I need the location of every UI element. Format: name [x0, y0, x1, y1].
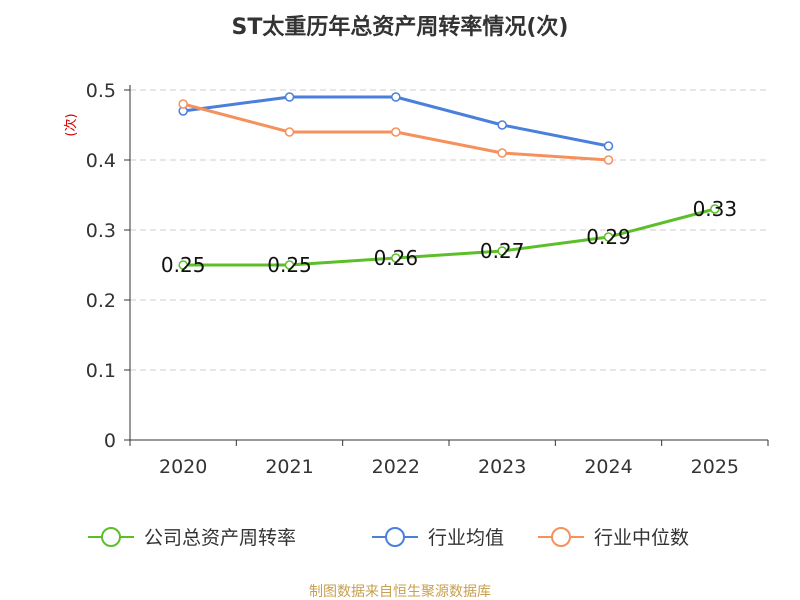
- data-label-2024: 0.29: [586, 225, 631, 249]
- point-0-2024: [603, 232, 614, 242]
- x-tick-label-2025: 2025: [691, 456, 739, 478]
- point-0-2020: [178, 260, 188, 270]
- y-tick-label-1: 0.1: [86, 360, 116, 382]
- point-2-2023: [497, 148, 507, 158]
- legend-label-1: 行业均值: [428, 527, 504, 549]
- data-label-2020: 0.25: [161, 253, 206, 277]
- y-tick-label-0: 0: [104, 430, 116, 452]
- y-tick-label-3: 0.3: [86, 220, 116, 242]
- point-2-2024: [603, 155, 614, 165]
- x-axis-ticks: 2020 2021 2022 2023 2024 2025: [129, 440, 769, 478]
- data-label-2021: 0.25: [267, 253, 312, 277]
- series-line-0: [181, 207, 717, 267]
- point-2-2022: [391, 127, 401, 137]
- legend[interactable]: 公司总资产周转率 行业均值 行业中位数: [88, 527, 689, 549]
- grid-lines: [130, 89, 768, 371]
- x-tick-label-2022: 2022: [372, 456, 420, 478]
- data-labels: 0.25 0.25 0.26 0.27 0.29 0.33: [161, 197, 737, 277]
- source-note: 制图数据来自恒生聚源数据库: [309, 584, 491, 600]
- series-layer: [178, 92, 720, 270]
- point-0-2023: [497, 246, 507, 256]
- point-0-2021: [284, 260, 295, 270]
- point-0-2025: [710, 204, 720, 214]
- data-label-2023: 0.27: [480, 239, 525, 263]
- data-label-2025: 0.33: [693, 197, 738, 221]
- y-tick-label-4: 0.4: [86, 150, 116, 172]
- legend-marker-2: [551, 527, 571, 547]
- x-tick-label-2024: 2024: [584, 456, 632, 478]
- point-2-2020: [178, 99, 188, 109]
- legend-label-2: 行业中位数: [594, 527, 689, 549]
- legend-item-1[interactable]: 行业均值: [372, 527, 504, 549]
- point-1-2021: [284, 92, 295, 102]
- x-tick-label-2020: 2020: [159, 456, 207, 478]
- y-tick-label-5: 0.5: [86, 80, 116, 102]
- x-tick-label-2021: 2021: [265, 456, 313, 478]
- legend-item-2[interactable]: 行业中位数: [538, 527, 689, 549]
- x-tick-label-2023: 2023: [478, 456, 526, 478]
- data-label-2022: 0.26: [374, 246, 419, 270]
- axes: [129, 85, 768, 441]
- point-0-2022: [391, 253, 401, 263]
- y-axis-ticks: 0 0.1 0.2 0.3 0.4 0.5: [86, 80, 130, 452]
- chart-title: ST太重历年总资产周转率情况(次): [232, 14, 569, 40]
- point-1-2023: [497, 120, 507, 130]
- y-axis-unit: (次): [63, 113, 79, 136]
- legend-marker-0: [101, 527, 121, 547]
- point-2-2021: [284, 127, 295, 137]
- legend-label-0: 公司总资产周转率: [144, 527, 296, 549]
- point-1-2022: [391, 92, 401, 102]
- legend-item-0[interactable]: 公司总资产周转率: [88, 527, 296, 549]
- y-tick-label-2: 0.2: [86, 290, 116, 312]
- point-1-2024: [603, 141, 614, 151]
- legend-marker-1: [385, 527, 405, 547]
